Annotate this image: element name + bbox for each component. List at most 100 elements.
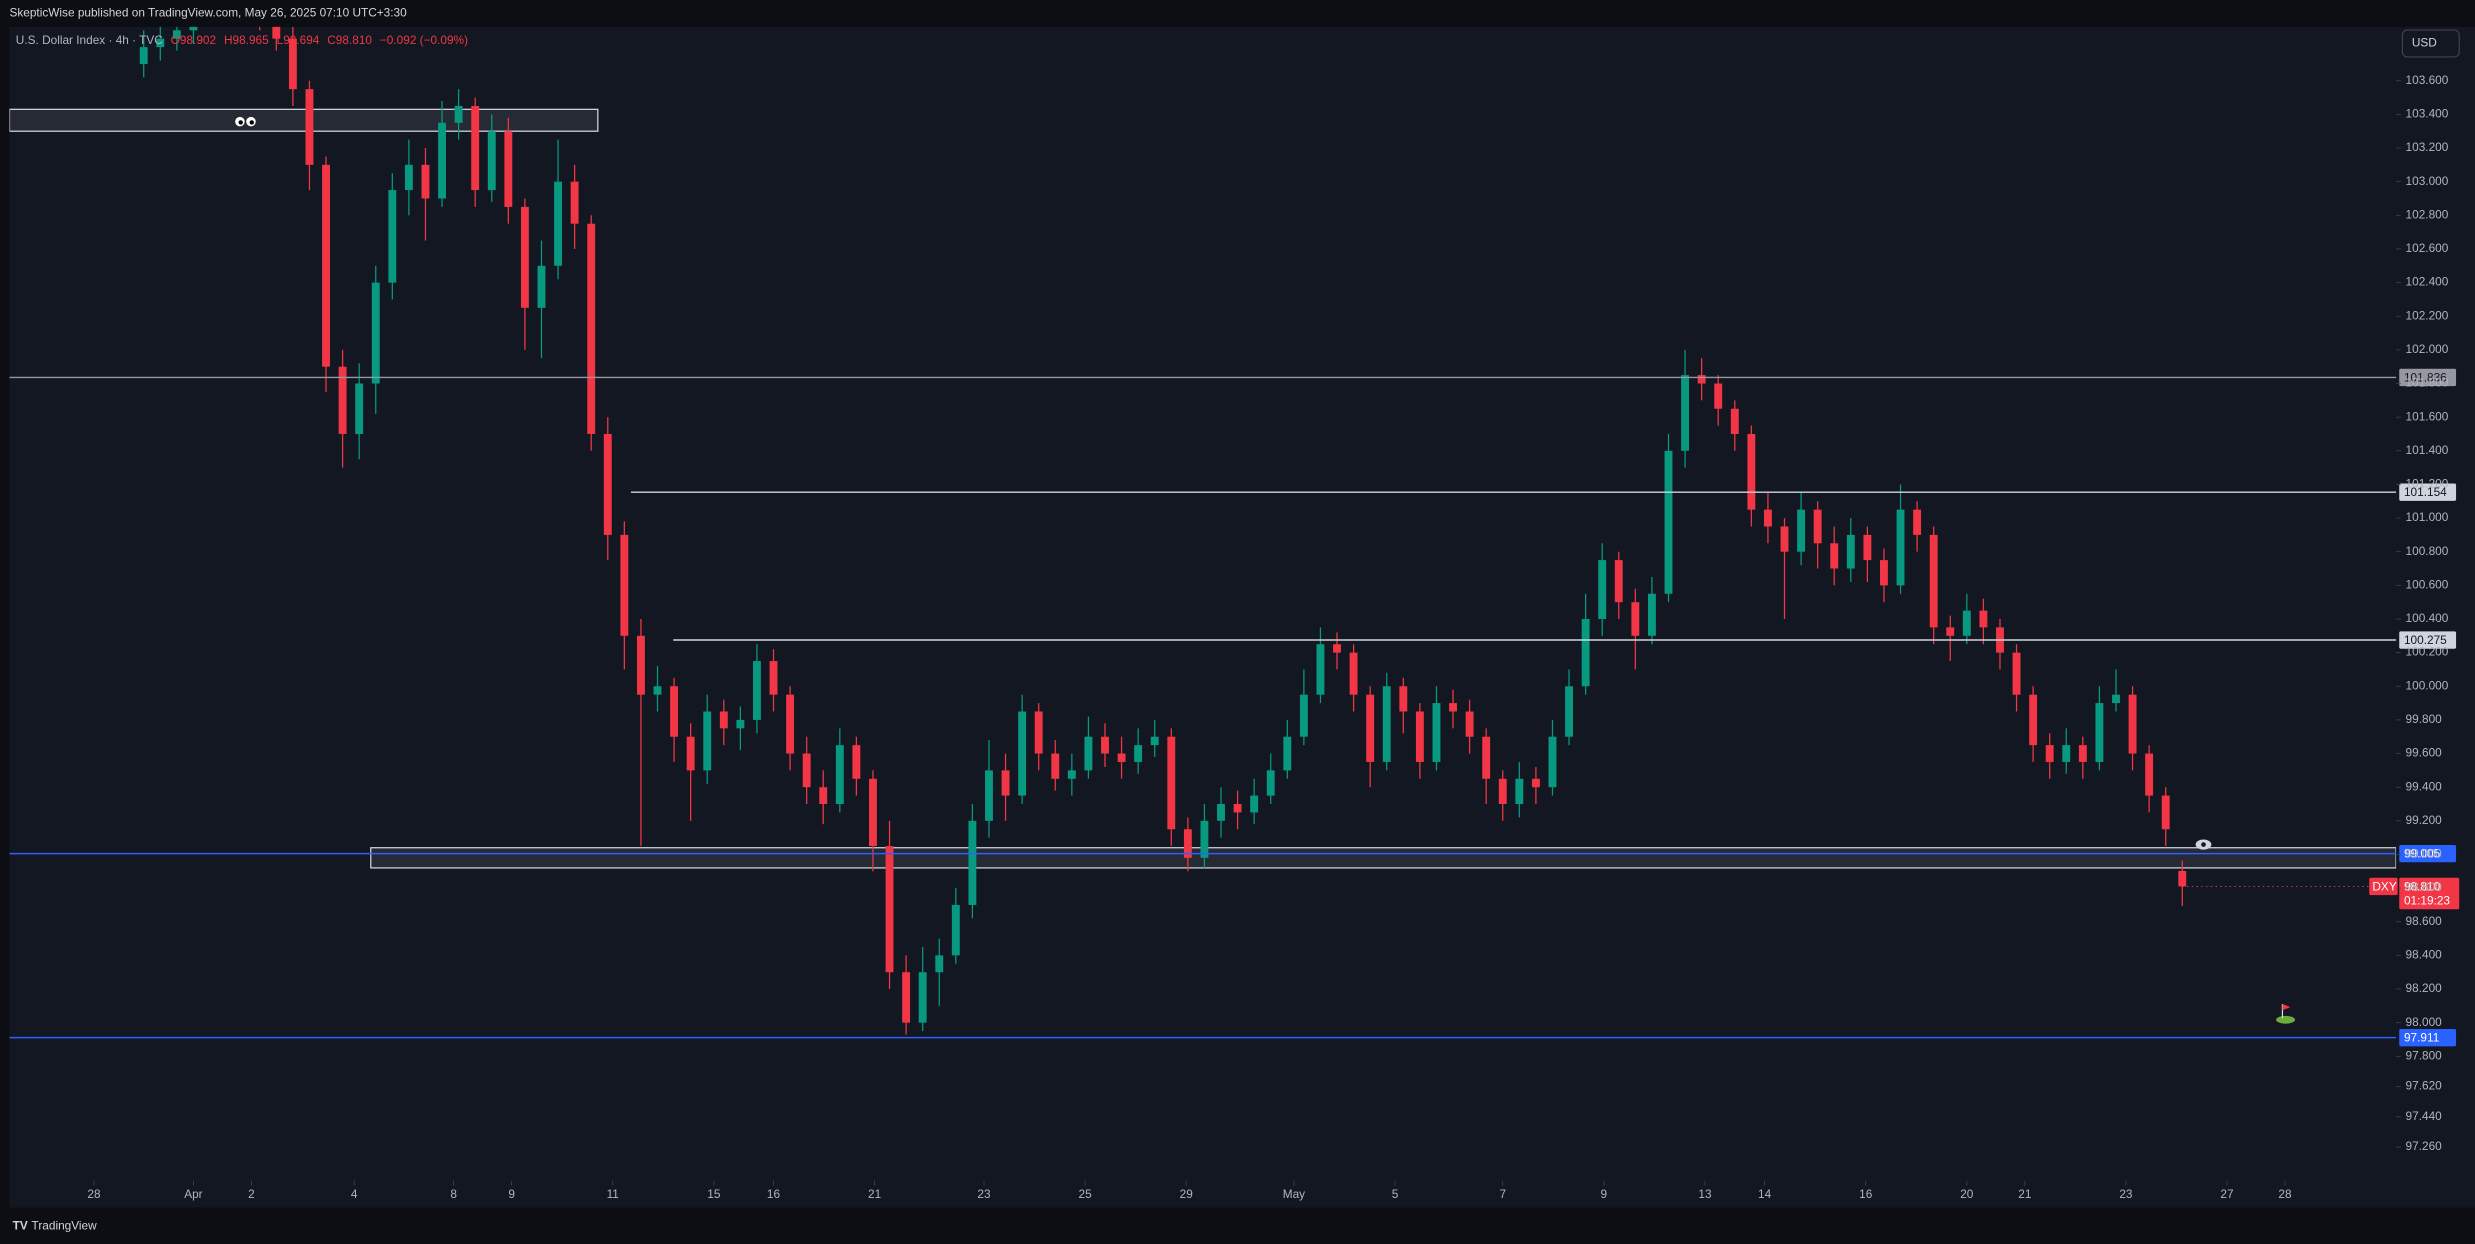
x-tick-label: 4 xyxy=(351,1187,358,1201)
level-label-bg xyxy=(2399,483,2457,501)
x-tick-label: 13 xyxy=(1698,1187,1712,1201)
candle-body xyxy=(902,972,911,1023)
candle-body xyxy=(985,770,993,821)
legend: U.S. Dollar Index · 4h · TVC O98.902 H98.9… xyxy=(16,33,468,47)
candle-body xyxy=(636,635,645,695)
candle-body xyxy=(1929,534,1938,628)
candle-body xyxy=(1299,694,1308,737)
candle-body xyxy=(1863,534,1872,561)
level-label-bg xyxy=(2399,368,2457,387)
candle-body xyxy=(570,181,579,224)
x-tick-label: 14 xyxy=(1758,1187,1772,1201)
candle-body xyxy=(1233,804,1242,813)
candle-body xyxy=(338,366,347,434)
candle-body xyxy=(189,26,198,31)
currency[interactable]: USD xyxy=(2412,36,2437,50)
candle-body xyxy=(752,661,761,720)
y-tick-label: 98.800 xyxy=(2406,880,2443,894)
candle-body xyxy=(1531,778,1540,788)
candle-body xyxy=(2012,652,2021,695)
candle-body xyxy=(371,282,380,384)
y-tick-label: 102.200 xyxy=(2406,308,2449,322)
candle-body xyxy=(1084,736,1093,771)
x-tick-label: 23 xyxy=(2119,1187,2133,1201)
candle-body xyxy=(288,38,297,90)
y-tick-label: 102.000 xyxy=(2406,342,2449,356)
x-tick-label: 21 xyxy=(868,1187,881,1201)
candle-body xyxy=(1250,795,1259,813)
y-tick-label: 99.600 xyxy=(2406,746,2443,760)
candle-body xyxy=(438,122,446,199)
candle-body xyxy=(388,190,397,283)
low: L98.694 xyxy=(277,33,320,47)
x-tick-label: 20 xyxy=(1960,1187,1974,1201)
candle-body xyxy=(272,26,281,39)
y-tick-label: 99.200 xyxy=(2406,813,2443,827)
candle-body xyxy=(951,904,960,956)
candle-body xyxy=(305,89,314,165)
y-tick-label: 98.200 xyxy=(2406,981,2443,995)
level-label-bg xyxy=(2399,1028,2457,1047)
candle-body xyxy=(1117,753,1126,762)
y-tick-label: 97.440 xyxy=(2406,1109,2443,1123)
y-tick-label: 103.000 xyxy=(2406,174,2449,188)
candle-body xyxy=(1266,770,1275,796)
candle-body xyxy=(852,745,861,779)
candle-body xyxy=(554,181,563,266)
high: H98.965 xyxy=(224,33,269,47)
x-tick-label: 21 xyxy=(2018,1187,2031,1201)
x-tick-label: Apr xyxy=(184,1187,202,1201)
candle-body xyxy=(1449,703,1457,712)
candle-body xyxy=(2161,795,2170,830)
x-tick-label: May xyxy=(1283,1187,1305,1201)
x-tick-label: 7 xyxy=(1499,1187,1506,1201)
candle-body xyxy=(322,164,330,367)
candle-body xyxy=(1051,753,1060,779)
level-label-bg xyxy=(2399,631,2457,649)
change: −0.092 (−0.09%) xyxy=(380,33,468,47)
publisher: SkepticWise published on TradingView.com… xyxy=(9,6,407,20)
candle-body xyxy=(1018,711,1027,796)
candle-body xyxy=(819,787,828,805)
candle-body xyxy=(1200,820,1209,858)
x-tick-label: 16 xyxy=(767,1187,781,1201)
x-tick-label: 29 xyxy=(1180,1187,1194,1201)
x-tick-label: 16 xyxy=(1859,1187,1873,1201)
candle-body xyxy=(1333,644,1341,653)
y-tick-label: 97.800 xyxy=(2406,1048,2443,1062)
y-tick-label: 103.400 xyxy=(2406,107,2449,121)
x-tick-label: 9 xyxy=(508,1187,515,1201)
y-tick-label: 101.600 xyxy=(2406,409,2449,423)
candle-body xyxy=(1598,560,1607,619)
y-tick-label: 100.800 xyxy=(2406,544,2449,558)
candle-body xyxy=(1730,408,1739,434)
candle-body xyxy=(1283,736,1292,771)
y-tick-label: 103.600 xyxy=(2406,73,2449,87)
candle-body xyxy=(1962,610,1971,636)
candle-body xyxy=(736,719,745,729)
candle-body xyxy=(2045,745,2054,762)
level-label: 100.275 xyxy=(2404,633,2447,647)
candle-body xyxy=(1134,745,1143,762)
candle-body xyxy=(1813,509,1822,544)
candle-body xyxy=(1167,736,1176,830)
candle-body xyxy=(1830,543,1839,569)
currency-button[interactable] xyxy=(2401,29,2460,58)
x-tick-label: 27 xyxy=(2220,1187,2233,1201)
candle-body xyxy=(156,38,165,48)
candle-body xyxy=(2062,745,2071,762)
y-tick-label: 100.000 xyxy=(2406,678,2449,692)
y-tick-label: 98.000 xyxy=(2406,1015,2443,1029)
x-tick-label: 28 xyxy=(87,1187,101,1201)
candle-body xyxy=(421,164,430,199)
y-tick-label: 101.800 xyxy=(2406,376,2449,390)
candle-body xyxy=(769,661,778,695)
last-price-bg xyxy=(2399,877,2460,910)
level-label: 101.154 xyxy=(2404,485,2447,499)
candle-body xyxy=(1631,602,1640,636)
candle-body xyxy=(885,846,894,973)
candle-body xyxy=(520,206,529,308)
candle-body xyxy=(355,383,364,434)
candle-body xyxy=(2112,694,2120,704)
candle-body xyxy=(1880,560,1888,586)
